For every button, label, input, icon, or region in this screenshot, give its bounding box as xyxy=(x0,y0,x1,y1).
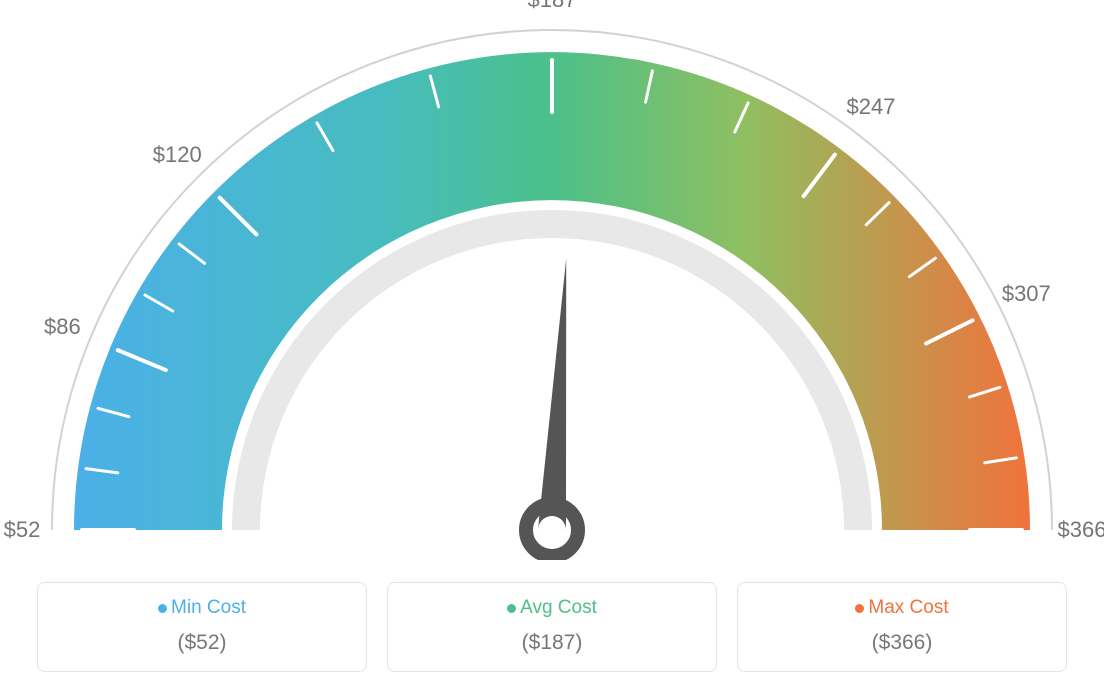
gauge-tick-label: $187 xyxy=(528,0,577,13)
legend-dot-min xyxy=(158,604,167,613)
legend-row: Min Cost ($52) Avg Cost ($187) Max Cost … xyxy=(0,582,1104,672)
gauge-tick-label: $307 xyxy=(1002,281,1051,307)
legend-card-min: Min Cost ($52) xyxy=(37,582,367,672)
legend-label-avg: Avg Cost xyxy=(520,597,597,619)
gauge-tick-label: $86 xyxy=(44,314,81,340)
legend-title-avg: Avg Cost xyxy=(507,597,597,619)
legend-card-max: Max Cost ($366) xyxy=(737,582,1067,672)
legend-value-avg: ($187) xyxy=(398,631,706,655)
gauge-tick-label: $247 xyxy=(846,94,895,120)
gauge-tick-label: $366 xyxy=(1058,517,1104,543)
legend-dot-avg xyxy=(507,604,516,613)
cost-gauge: $52 $86 $120 $187 $247 $307 $366 xyxy=(0,0,1104,560)
legend-label-max: Max Cost xyxy=(868,597,948,619)
legend-title-max: Max Cost xyxy=(855,597,948,619)
legend-card-avg: Avg Cost ($187) xyxy=(387,582,717,672)
gauge-svg xyxy=(0,0,1104,560)
legend-value-min: ($52) xyxy=(48,631,356,655)
legend-value-max: ($366) xyxy=(748,631,1056,655)
gauge-tick-label: $52 xyxy=(4,517,41,543)
legend-title-min: Min Cost xyxy=(158,597,246,619)
legend-label-min: Min Cost xyxy=(171,597,246,619)
legend-dot-max xyxy=(855,604,864,613)
gauge-tick-label: $120 xyxy=(153,142,202,168)
